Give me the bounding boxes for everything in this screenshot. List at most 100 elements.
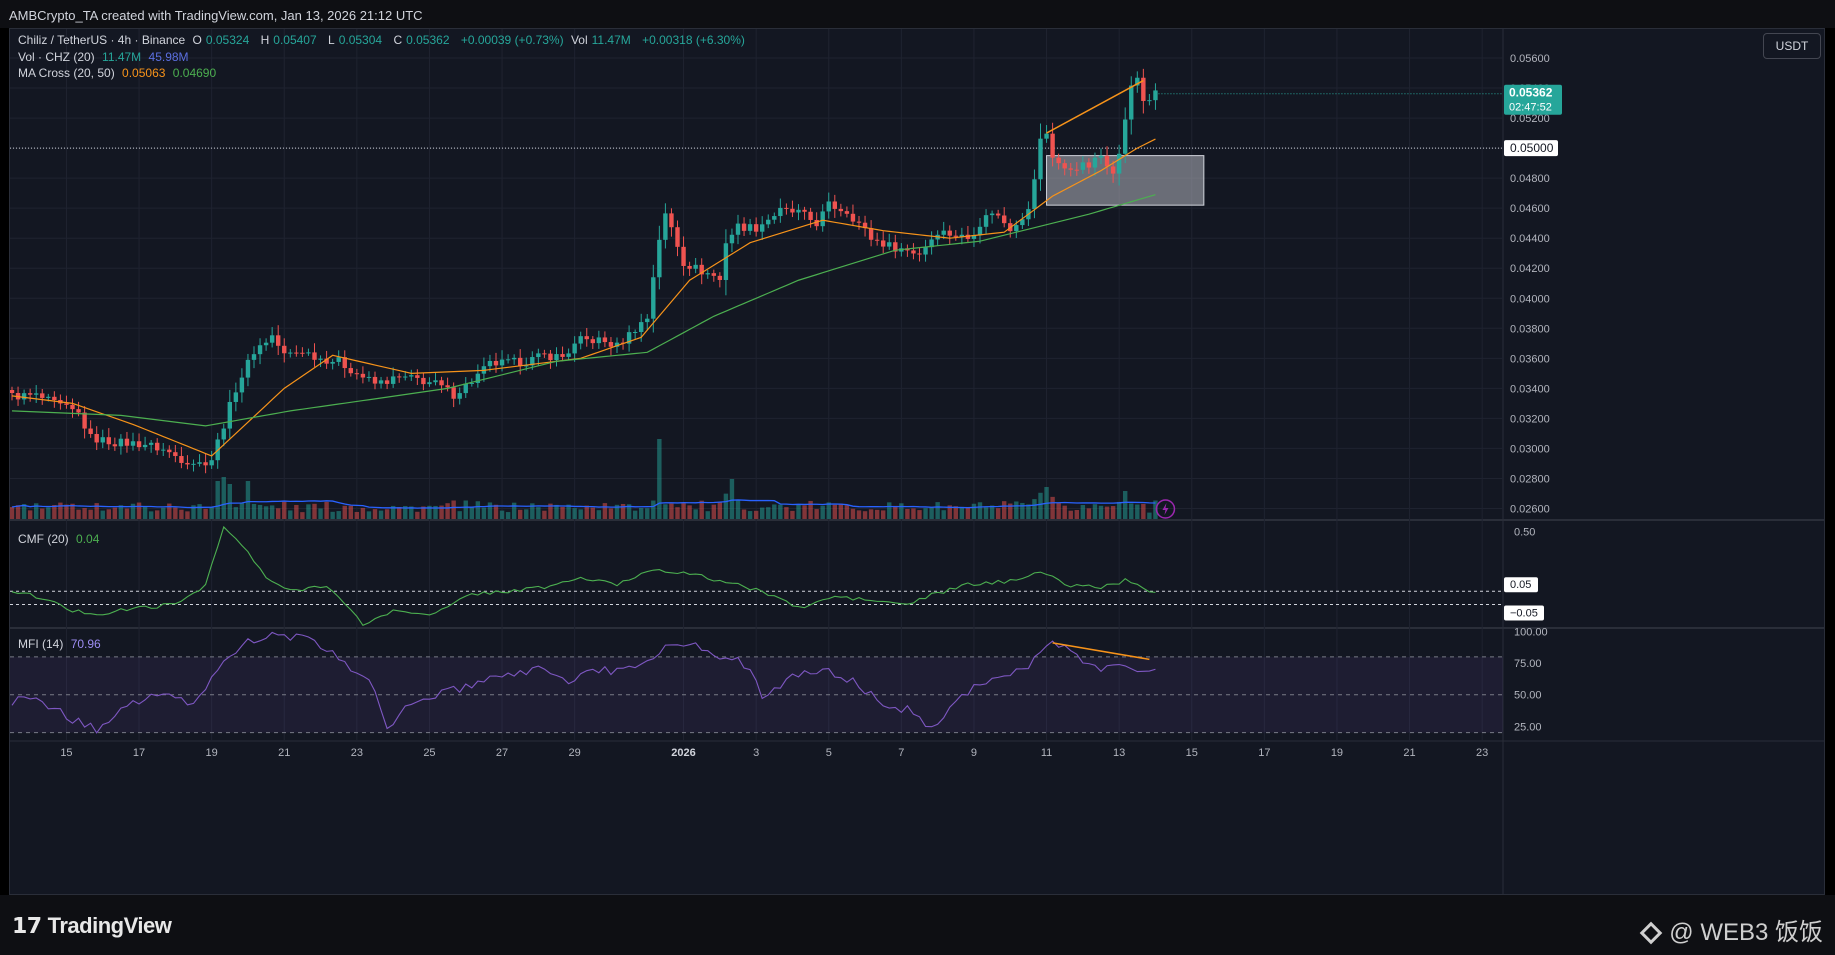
- volume-study-name[interactable]: Vol · CHZ (20): [18, 50, 95, 64]
- candle-body: [403, 376, 408, 378]
- price-tick-label: 0.04400: [1510, 233, 1550, 245]
- tv-logo-icon: 𝟭𝟳: [12, 913, 42, 938]
- price-axis[interactable]: 0.056000.054000.052000.050000.048000.046…: [1155, 53, 1562, 733]
- candle-body: [760, 224, 765, 232]
- candle-body: [614, 342, 620, 347]
- last-price-badge: [1504, 84, 1562, 115]
- volume-bar: [808, 500, 813, 519]
- watermark-text: @ WEB3 饭饭: [1669, 919, 1823, 946]
- volume-bar: [669, 503, 674, 519]
- volume-bar: [590, 507, 595, 519]
- candle-body: [590, 339, 595, 344]
- volume-bar: [1026, 504, 1031, 519]
- volume-bar: [511, 502, 517, 519]
- candle-body: [499, 359, 505, 366]
- close-value: 0.05362: [406, 33, 450, 47]
- candle-body: [142, 444, 148, 448]
- mfi-line: [11, 631, 1156, 734]
- tradingview-logo[interactable]: 𝟭𝟳 TradingView: [12, 913, 172, 939]
- candle-body: [276, 335, 281, 346]
- volume-bar: [905, 508, 910, 519]
- time-axis[interactable]: 15 17 19 21 23 25 27 29 2026 3 5 7 9 11 13 15 17 19 21 23: [60, 747, 1488, 759]
- volume-study-value: 11.47M: [102, 50, 142, 64]
- symbol-name[interactable]: Chiliz / TetherUS · 4h · Binance: [18, 33, 186, 47]
- volume-bar: [614, 504, 620, 519]
- volume-bar: [94, 503, 99, 519]
- volume-bar: [1014, 501, 1019, 519]
- candle-body: [1014, 225, 1019, 232]
- ma-study-name[interactable]: MA Cross (20, 50): [18, 66, 115, 80]
- volume-bar: [263, 506, 269, 519]
- candle-body: [1116, 153, 1122, 174]
- volume-bar: [663, 504, 668, 519]
- candle-body: [989, 213, 995, 216]
- volume-bar: [475, 501, 481, 519]
- candle-body: [874, 239, 880, 241]
- candle-body: [21, 393, 27, 400]
- price-tick-label: 0.04000: [1510, 293, 1550, 305]
- cmf-legend[interactable]: CMF (20) 0.04: [18, 532, 103, 546]
- volume-bar: [536, 507, 541, 519]
- candle-body: [657, 239, 662, 278]
- volume-bar: [1038, 492, 1043, 519]
- candle-body: [1129, 85, 1134, 120]
- currency-button[interactable]: USDT: [1763, 33, 1821, 59]
- volume-legend[interactable]: Vol · CHZ (20) 11.47M 45.98M: [18, 50, 193, 64]
- candle-body: [639, 322, 644, 333]
- volume-bar: [862, 511, 868, 519]
- mfi-tick-label: 25.00: [1514, 721, 1542, 733]
- mfi-legend[interactable]: MFI (14) 70.96: [18, 637, 105, 651]
- candle-body: [197, 462, 202, 464]
- volume-bar: [1062, 505, 1067, 519]
- candle-body: [681, 246, 686, 266]
- candle-body: [832, 201, 837, 209]
- candle-body: [584, 336, 589, 340]
- volume-bar: [657, 439, 662, 519]
- price-tick-label: 0.03200: [1510, 413, 1550, 425]
- volume-bar: [136, 502, 142, 519]
- chart-frame[interactable]: 0.056000.054000.052000.050000.048000.046…: [9, 28, 1825, 895]
- time-tick-label: 15: [1186, 747, 1198, 759]
- candle-body: [469, 382, 474, 384]
- candle-body: [70, 404, 75, 410]
- volume-ma-line: [11, 499, 1156, 509]
- candle-body: [118, 438, 124, 447]
- candle-body: [971, 235, 977, 239]
- tradingview-logo-text: TradingView: [47, 913, 172, 938]
- cmf-study-name[interactable]: CMF (20): [18, 532, 69, 546]
- volume-bar: [58, 502, 63, 519]
- candle-body: [1038, 138, 1043, 180]
- volume-bar: [820, 505, 825, 519]
- candle-body: [457, 393, 462, 399]
- candle-body: [312, 352, 317, 360]
- price-tick-label: 0.05600: [1510, 53, 1550, 65]
- candle-body: [330, 361, 335, 364]
- volume-bar: [106, 509, 111, 519]
- time-tick-label: 13: [1113, 747, 1125, 759]
- volume-bar: [306, 504, 311, 519]
- symbol-legend[interactable]: Chiliz / TetherUS · 4h · Binance O 0.0532…: [18, 33, 749, 47]
- candle-body: [300, 352, 305, 354]
- candle-body: [705, 273, 710, 275]
- candle-body: [1098, 155, 1104, 158]
- candle-body: [741, 223, 747, 231]
- candle-body: [233, 392, 239, 402]
- ma-fast-line: [11, 138, 1156, 457]
- candle-body: [808, 211, 813, 220]
- open-label: O: [192, 33, 202, 47]
- open-value: 0.05324: [205, 33, 250, 47]
- candle-body: [130, 441, 136, 446]
- volume-bar: [729, 479, 735, 519]
- watermark: @ WEB3 饭饭: [1639, 912, 1823, 947]
- candle-body: [941, 230, 946, 235]
- candle-body: [1068, 168, 1073, 170]
- ma-legend[interactable]: MA Cross (20, 50) 0.05063 0.04690: [18, 66, 220, 80]
- volume-bar: [415, 511, 420, 519]
- mfi-study-name[interactable]: MFI (14): [18, 637, 64, 651]
- candles[interactable]: [10, 68, 1158, 474]
- volume-bar: [463, 500, 468, 519]
- candle-body: [669, 213, 674, 228]
- candle-body: [923, 247, 928, 255]
- time-tick-label: 27: [496, 747, 508, 759]
- chart-canvas[interactable]: 0.056000.054000.052000.050000.048000.046…: [10, 29, 1825, 895]
